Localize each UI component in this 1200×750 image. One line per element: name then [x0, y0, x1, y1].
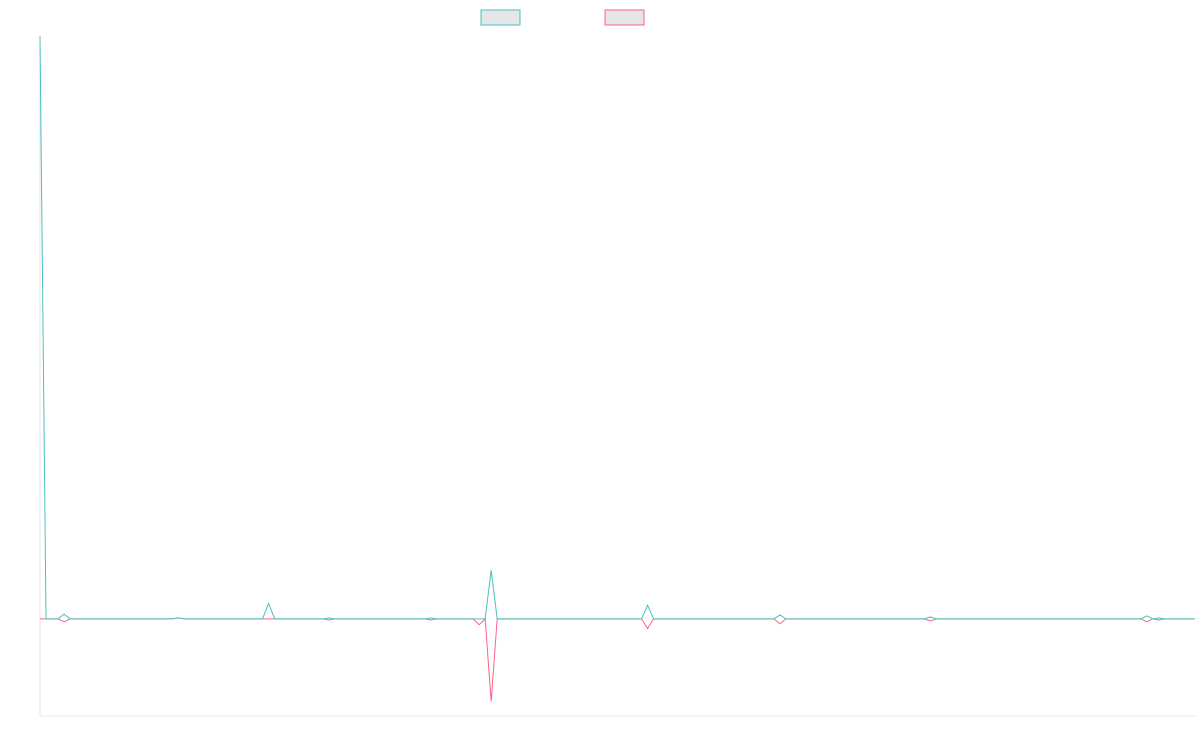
series-line-1	[39, 35, 1195, 620]
series-line-2	[40, 617, 1195, 702]
legend-swatch-series-2[interactable]	[604, 9, 645, 26]
legend-swatch-series-1[interactable]	[480, 9, 521, 26]
series-layer	[39, 35, 1195, 702]
axes	[39, 36, 1195, 717]
legend	[480, 9, 645, 26]
